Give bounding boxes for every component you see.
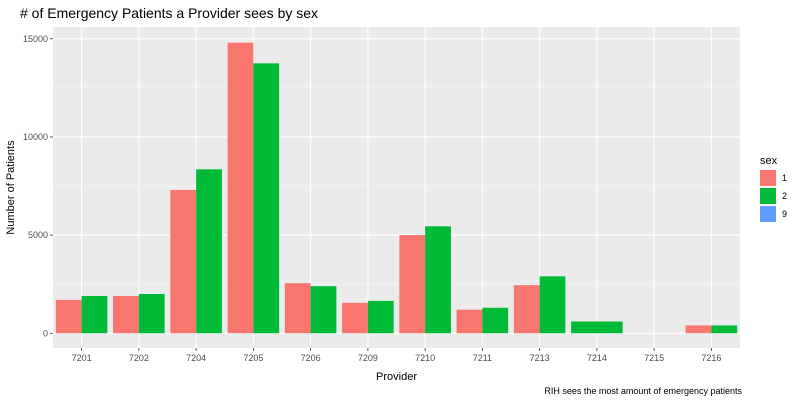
plot-panel (53, 27, 740, 348)
bar (227, 42, 254, 334)
bar (513, 285, 540, 334)
bar (310, 286, 337, 334)
y-tick-label: 0 (43, 328, 48, 338)
bar (196, 169, 222, 334)
y-tick-label: 10000 (23, 132, 48, 142)
legend-key (760, 170, 776, 186)
x-tick-label: 7211 (473, 353, 492, 363)
x-tick-label: 7205 (243, 353, 263, 363)
legend-label: 1 (782, 173, 787, 183)
legend-key (760, 188, 776, 204)
bar (55, 299, 82, 334)
x-tick-label: 7213 (530, 353, 550, 363)
legend: sex 1 2 9 (760, 155, 787, 222)
bar (138, 294, 165, 334)
bar (539, 276, 566, 334)
bars (55, 42, 738, 334)
bar (399, 235, 426, 334)
y-axis: 0 5000 10000 15000 (23, 34, 53, 338)
x-tick-label: 7206 (301, 353, 321, 363)
legend-key (760, 206, 776, 222)
x-axis: 7201 7202 7204 7205 7206 7209 7210 7211 7213 7214… (72, 348, 721, 363)
legend-label: 2 (782, 191, 787, 201)
y-tick-label: 5000 (28, 230, 48, 240)
bar (685, 325, 712, 334)
bar (425, 226, 451, 334)
legend-label: 9 (782, 209, 787, 219)
x-tick-label: 7209 (358, 353, 378, 363)
bar (571, 321, 623, 334)
bar (81, 295, 108, 334)
bar (456, 309, 483, 334)
x-tick-label: 7215 (644, 353, 664, 363)
bar (113, 295, 139, 334)
bar (711, 325, 738, 334)
bar (170, 189, 197, 334)
bar (482, 307, 509, 334)
y-tick-label: 15000 (23, 34, 48, 44)
chart-title: # of Emergency Patients a Provider sees … (20, 5, 318, 21)
bar (253, 63, 280, 334)
x-tick-label: 7214 (587, 353, 607, 363)
x-tick-label: 7202 (129, 353, 149, 363)
x-tick-label: 7216 (701, 353, 721, 363)
bar (367, 300, 394, 334)
bar (284, 283, 311, 334)
legend-title: sex (760, 155, 778, 167)
x-tick-label: 7210 (415, 353, 435, 363)
y-axis-title: Number of Patients (5, 140, 17, 235)
x-tick-label: 7201 (72, 353, 92, 363)
x-tick-label: 7204 (186, 353, 206, 363)
chart-caption: RIH sees the most amount of emergency pa… (544, 386, 742, 396)
x-axis-title: Provider (376, 371, 417, 383)
bar (342, 302, 368, 334)
